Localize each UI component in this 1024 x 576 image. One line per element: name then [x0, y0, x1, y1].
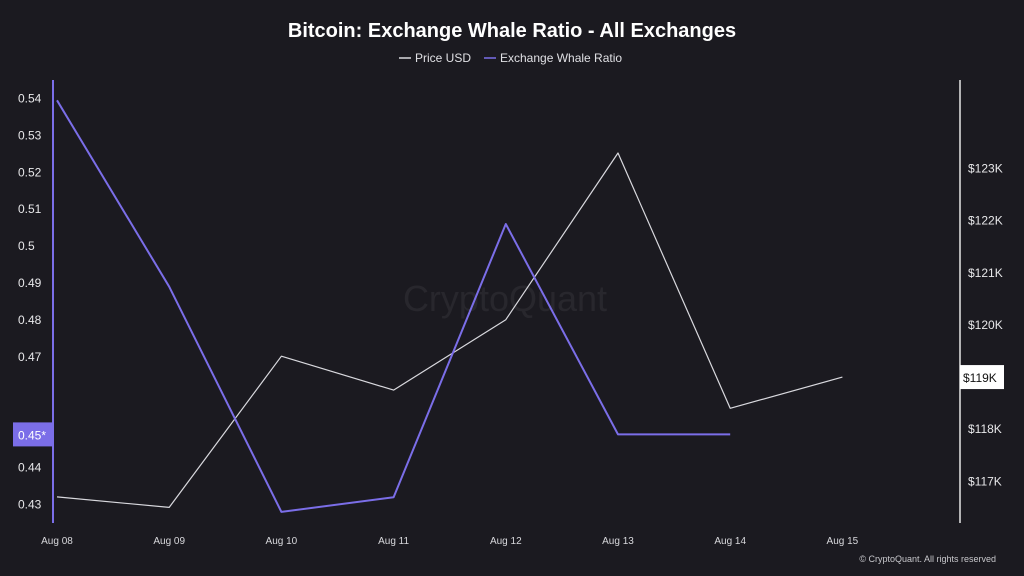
price-line	[56, 152, 843, 508]
x-tick-label: Aug 08	[41, 536, 73, 547]
left-tick-label: 0.5	[18, 239, 35, 253]
price-point[interactable]	[54, 494, 60, 500]
series-layer	[54, 97, 845, 515]
right-tick-label: $122K	[968, 214, 1003, 228]
left-tick-label: 0.47	[18, 350, 42, 364]
left-tick-label: 0.52	[18, 165, 42, 179]
right-tick-label: $121K	[968, 266, 1003, 280]
whale-ratio-point[interactable]	[615, 431, 621, 437]
right-tick-label: $123K	[968, 162, 1003, 176]
x-tick-label: Aug 14	[714, 536, 746, 547]
left-tick-label: 0.44	[18, 461, 42, 475]
whale-ratio-point[interactable]	[54, 97, 60, 103]
x-tick-label: Aug 12	[490, 536, 522, 547]
x-axis-ticks: Aug 08 Aug 09 Aug 10 Aug 11 Aug 12 Aug 13 Aug …	[41, 536, 859, 547]
price-point[interactable]	[839, 374, 845, 380]
x-tick-label: Aug 09	[153, 536, 185, 547]
whale-ratio-point[interactable]	[503, 221, 509, 227]
badge-left-bg	[13, 422, 53, 447]
whale-ratio-point[interactable]	[727, 431, 733, 437]
whale-ratio-point[interactable]	[166, 284, 172, 290]
left-tick-label: 0.48	[18, 313, 42, 327]
right-axis-ticks: $123K$122K$121K$120K$119K$118K$117K	[968, 162, 1003, 489]
legend-label-whale-ratio: Exchange Whale Ratio	[500, 51, 622, 65]
price-point[interactable]	[727, 405, 733, 411]
copyright: © CryptoQuant. All rights reserved	[859, 554, 996, 564]
right-tick-label: $117K	[968, 474, 1002, 488]
badge-right-label: $119K	[963, 371, 997, 385]
chart-title: Bitcoin: Exchange Whale Ratio - All Exch…	[288, 20, 736, 42]
price-point[interactable]	[615, 150, 621, 156]
badge-right-bg	[960, 365, 1004, 390]
left-tick-label: 0.54	[18, 91, 42, 105]
legend-item-whale-ratio[interactable]: Exchange Whale Ratio	[484, 51, 622, 65]
x-tick-label: Aug 11	[378, 536, 409, 547]
watermark: CryptoQuant	[403, 278, 607, 319]
legend-label-price: Price USD	[415, 51, 471, 65]
x-tick-label: Aug 10	[266, 536, 298, 547]
right-tick-label: $118K	[968, 422, 1002, 436]
left-tick-label: 0.51	[18, 202, 42, 216]
current-value-badge-right: $119K	[960, 365, 1004, 390]
x-tick-label: Aug 13	[602, 536, 634, 547]
whale-ratio-line	[56, 99, 731, 513]
right-tick-label: $120K	[968, 318, 1003, 332]
left-tick-label: 0.49	[18, 276, 42, 290]
whale-ratio-point[interactable]	[391, 494, 397, 500]
price-point[interactable]	[166, 504, 172, 510]
left-axis-ticks: 0.540.530.520.510.50.490.480.470.450.440…	[18, 91, 42, 511]
price-point[interactable]	[391, 387, 397, 393]
left-tick-label: 0.43	[18, 498, 42, 512]
price-point[interactable]	[278, 353, 284, 359]
price-point[interactable]	[503, 317, 509, 323]
current-value-badge-left: 0.45*	[13, 422, 53, 447]
left-tick-label: 0.53	[18, 128, 42, 142]
x-tick-label: Aug 15	[827, 536, 859, 547]
badge-left-label: 0.45*	[18, 428, 46, 442]
legend: Price USD Exchange Whale Ratio	[399, 51, 622, 65]
whale-ratio-point[interactable]	[278, 509, 284, 515]
legend-item-price[interactable]: Price USD	[399, 51, 471, 65]
